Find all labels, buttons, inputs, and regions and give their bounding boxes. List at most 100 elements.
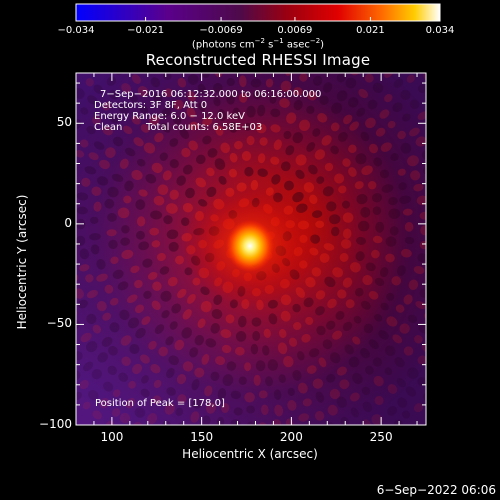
ripple-blob: [292, 132, 304, 144]
ripple-blob: [258, 390, 268, 399]
ripple-blob: [93, 141, 105, 150]
ripple-blob: [311, 210, 323, 218]
ripple-blob: [89, 233, 101, 241]
ripple-blob: [273, 139, 282, 150]
ripple-blob: [76, 369, 81, 381]
ripple-blob: [77, 299, 89, 309]
ripple-blob: [336, 90, 348, 102]
ripple-blob: [226, 77, 235, 87]
ripple-blob: [104, 198, 115, 209]
ripple-blob: [367, 99, 378, 110]
ripple-blob: [355, 153, 367, 165]
ripple-blob: [274, 404, 284, 417]
ripple-blob: [386, 292, 395, 301]
ripple-blob: [139, 104, 149, 114]
ripple-blob: [368, 143, 379, 154]
info-clean: Clean: [94, 122, 123, 133]
ripple-blob: [111, 408, 121, 417]
ripple-blob: [306, 105, 315, 114]
ripple-blob: [176, 288, 187, 299]
ripple-blob: [390, 153, 399, 161]
ripple-blob: [76, 261, 77, 271]
x-axis-label: Heliocentric X (arcsec): [182, 447, 318, 461]
ripple-blob: [253, 90, 262, 100]
ripple-blob: [234, 140, 243, 150]
x-tick-label: 250: [369, 430, 393, 444]
ripple-blob: [345, 299, 355, 309]
ripple-blob: [409, 99, 420, 110]
ripple-blob: [65, 97, 77, 108]
ripple-blob: [182, 164, 193, 175]
ripple-blob: [293, 99, 303, 111]
ripple-blob: [430, 179, 442, 189]
ripple-blob: [226, 361, 237, 371]
ripple-blob: [413, 183, 424, 192]
ripple-blob: [91, 186, 102, 196]
ripple-blob: [386, 316, 398, 327]
ripple-blob: [201, 353, 210, 365]
ripple-blob: [182, 309, 192, 320]
ripple-blob: [429, 104, 444, 118]
ripple-blob: [218, 176, 227, 185]
ripple-blob: [308, 164, 318, 175]
ripple-blob: [308, 348, 320, 358]
ripple-blob: [101, 336, 113, 347]
ripple-blob: [252, 330, 261, 341]
ripple-blob: [204, 385, 213, 397]
ripple-blob: [407, 314, 417, 324]
ripple-blob: [96, 259, 106, 270]
ripple-blob: [293, 321, 302, 331]
ripple-blob: [233, 407, 243, 416]
ripple-blob: [160, 290, 172, 302]
ripple-blob: [154, 324, 165, 334]
ripple-blob: [107, 365, 118, 375]
ripple-blob: [415, 136, 426, 147]
ripple-blob: [331, 102, 343, 114]
ripple-blob: [283, 355, 294, 368]
y-tick-label: −100: [39, 417, 72, 431]
ripple-blob: [176, 175, 186, 186]
ripple-blob: [175, 255, 184, 265]
ripple-blob: [103, 381, 114, 392]
ripple-blob: [389, 226, 399, 236]
ripple-blob: [307, 90, 318, 101]
ripple-blob: [380, 169, 390, 179]
ripple-blob: [206, 167, 215, 177]
ripple-blob: [297, 351, 305, 361]
ripple-blob: [404, 236, 415, 245]
ripple-blob: [404, 222, 414, 232]
ripple-blob: [352, 372, 363, 385]
ripple-blob: [226, 94, 235, 105]
ripple-blob: [80, 332, 92, 343]
ripple-blob: [121, 83, 132, 94]
ripple-blob: [393, 78, 404, 88]
ripple-blob: [86, 289, 98, 299]
ripple-blob: [111, 173, 124, 182]
ripple-blob: [419, 211, 426, 220]
ripple-blob: [121, 225, 130, 234]
ripple-blob: [195, 177, 207, 188]
ripple-blob: [172, 115, 182, 125]
ripple-blob: [288, 337, 298, 347]
ripple-blob: [379, 109, 390, 119]
ripple-blob: [305, 276, 316, 288]
ripple-blob: [129, 343, 140, 355]
ripple-blob: [280, 310, 291, 322]
ripple-blob: [202, 117, 213, 126]
ripple-blob: [361, 165, 373, 176]
ripple-blob: [121, 249, 134, 260]
ripple-blob: [298, 413, 310, 422]
ripple-blob: [221, 344, 232, 354]
ripple-blob: [271, 174, 281, 185]
ripple-blob: [360, 207, 371, 218]
ripple-blob: [200, 300, 212, 313]
ripple-blob: [402, 410, 410, 419]
ripple-blob: [158, 346, 168, 357]
ripple-blob: [361, 386, 371, 396]
chart-title: Reconstructed RHESSI Image: [145, 51, 371, 69]
ripple-blob: [244, 362, 252, 372]
ripple-blob: [336, 73, 346, 83]
ripple-blob: [332, 330, 343, 340]
ripple-blob: [99, 398, 110, 409]
ripple-blob: [151, 300, 161, 311]
